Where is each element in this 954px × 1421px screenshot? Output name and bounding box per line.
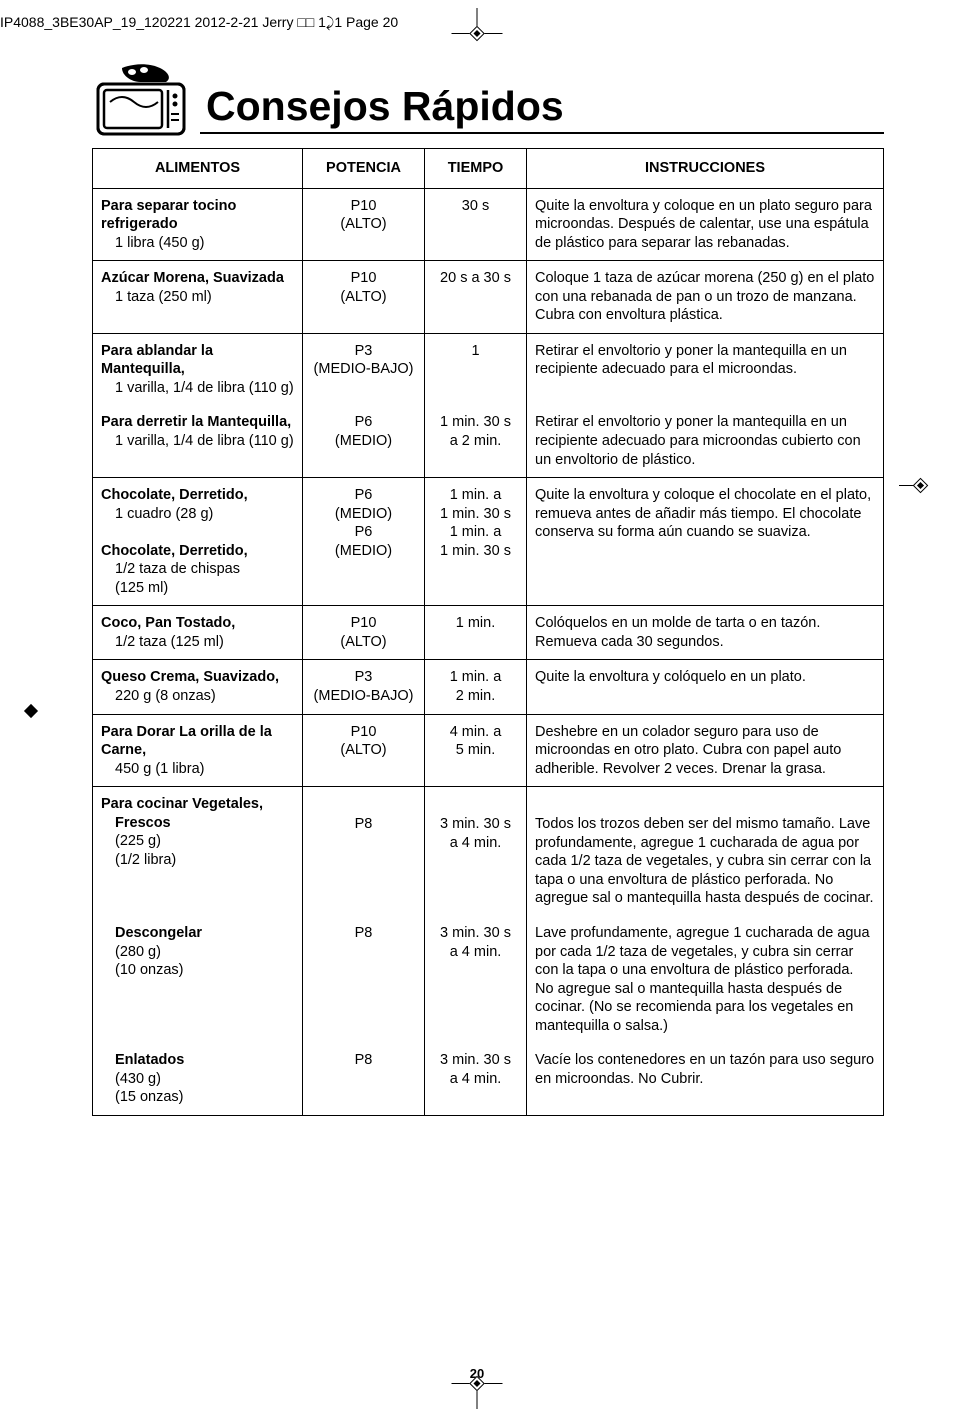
cell-potencia: P10 (ALTO) xyxy=(303,714,425,787)
table-row: Azúcar Morena, Suavizada 1 taza (250 ml)… xyxy=(93,261,884,334)
pot-a: P6 (MEDIO) xyxy=(335,487,392,522)
food-detail: 1 varilla, 1/4 de libra (110 g) xyxy=(101,432,294,451)
crop-mark-bottom xyxy=(452,1378,503,1409)
food-detail: (225 g) (1/2 libra) xyxy=(101,832,294,869)
table-row: Chocolate, Derretido, 1 cuadro (28 g) Ch… xyxy=(93,478,884,606)
food-name: Descongelar xyxy=(101,924,294,943)
food-table: ALIMENTOS POTENCIA TIEMPO INSTRUCCIONES … xyxy=(92,148,884,1116)
table-row: Descongelar (280 g) (10 onzas) P8 3 min.… xyxy=(93,916,884,1043)
food-name: Enlatados xyxy=(101,1051,294,1070)
cell-instrucciones: Retirar el envoltorio y poner la mantequ… xyxy=(527,333,884,405)
col-alimentos: ALIMENTOS xyxy=(93,149,303,189)
cell-tiempo: 3 min. 30 s a 4 min. xyxy=(425,916,527,1043)
cell-potencia: P8 xyxy=(303,787,425,916)
food-detail: (280 g) (10 onzas) xyxy=(101,943,294,980)
cell-tiempo: 1 min. a 1 min. 30 s 1 min. a 1 min. 30 … xyxy=(425,478,527,606)
food-name: Frescos xyxy=(101,814,294,833)
cell-potencia: P10 (ALTO) xyxy=(303,606,425,660)
table-row: Para cocinar Vegetales, Frescos (225 g) … xyxy=(93,787,884,916)
table-row: Enlatados (430 g) (15 onzas) P8 3 min. 3… xyxy=(93,1043,884,1115)
cell-instrucciones: Coloque 1 taza de azúcar morena (250 g) … xyxy=(527,261,884,334)
cell-instrucciones: Quite la envoltura y coloque en un plato… xyxy=(527,188,884,261)
table-row: Coco, Pan Tostado, 1/2 taza (125 ml) P10… xyxy=(93,606,884,660)
col-tiempo: TIEMPO xyxy=(425,149,527,189)
cell-potencia: P6 (MEDIO) xyxy=(303,405,425,477)
food-detail: 1/2 taza de chispas (125 ml) xyxy=(101,560,294,597)
food-name: Azúcar Morena, Suavizada xyxy=(101,270,284,286)
food-detail: 1 varilla, 1/4 de libra (110 g) xyxy=(101,379,294,398)
food-detail: 1 libra (450 g) xyxy=(101,234,294,253)
cell-tiempo: 1 min. a 2 min. xyxy=(425,660,527,714)
table-header-row: ALIMENTOS POTENCIA TIEMPO INSTRUCCIONES xyxy=(93,149,884,189)
cell-potencia: P10 (ALTO) xyxy=(303,261,425,334)
cell-potencia: P3 (MEDIO-BAJO) xyxy=(303,333,425,405)
cell-potencia: P3 (MEDIO-BAJO) xyxy=(303,660,425,714)
cell-tiempo: 3 min. 30 s a 4 min. xyxy=(425,787,527,916)
cell-instrucciones: Vacíe los contenedores en un tazón para … xyxy=(527,1043,884,1115)
food-name: Chocolate, Derretido, xyxy=(101,487,248,503)
page: IP4088_3BE30AP_19_120221 2012-2-21 Jerry… xyxy=(0,0,954,1421)
cell-instrucciones: Retirar el envoltorio y poner la mantequ… xyxy=(527,405,884,477)
food-detail: (430 g) (15 onzas) xyxy=(101,1070,294,1107)
pot-b: P6 (MEDIO) xyxy=(335,524,392,559)
cell-instrucciones: Deshebre en un colador seguro para uso d… xyxy=(527,714,884,787)
cell-instrucciones: Quite la envoltura y colóquelo en un pla… xyxy=(527,660,884,714)
food-name: Para ablandar la Mantequilla, xyxy=(101,343,213,378)
cell-potencia: P10 (ALTO) xyxy=(303,188,425,261)
food-name: Coco, Pan Tostado, xyxy=(101,615,235,631)
food-detail: 1 cuadro (28 g) xyxy=(101,505,294,524)
col-potencia: POTENCIA xyxy=(303,149,425,189)
cell-tiempo: 1 min. xyxy=(425,606,527,660)
col-instrucciones: INSTRUCCIONES xyxy=(527,149,884,189)
cell-potencia: P8 xyxy=(303,916,425,1043)
cell-tiempo: 3 min. 30 s a 4 min. xyxy=(425,1043,527,1115)
microwave-icon xyxy=(92,62,200,134)
food-detail: 450 g (1 libra) xyxy=(101,760,294,779)
page-title: Consejos Rápidos xyxy=(206,83,884,134)
food-name: Para derretir la Mantequilla, xyxy=(101,414,291,430)
food-detail: 1 taza (250 ml) xyxy=(101,288,294,307)
cell-potencia: P6 (MEDIO) P6 (MEDIO) xyxy=(303,478,425,606)
food-name: Para Dorar La orilla de la Carne, xyxy=(101,724,272,759)
food-detail: 1/2 taza (125 ml) xyxy=(101,633,294,652)
cell-potencia: P8 xyxy=(303,1043,425,1115)
tie-a: 1 min. a 1 min. 30 s xyxy=(440,487,511,522)
cell-tiempo: 1 xyxy=(425,333,527,405)
food-name: Para separar tocino refrigerado xyxy=(101,198,236,233)
cell-instrucciones: Todos los trozos deben ser del mismo tam… xyxy=(527,787,884,916)
cell-instrucciones: Colóquelos en un molde de tarta o en taz… xyxy=(527,606,884,660)
food-name: Chocolate, Derretido, xyxy=(101,543,248,559)
cell-tiempo: 20 s a 30 s xyxy=(425,261,527,334)
cell-tiempo: 1 min. 30 s a 2 min. xyxy=(425,405,527,477)
cell-instrucciones: Lave profundamente, agregue 1 cucharada … xyxy=(527,916,884,1043)
table-row: Para Dorar La orilla de la Carne, 450 g … xyxy=(93,714,884,787)
tie-b: 1 min. a 1 min. 30 s xyxy=(440,524,511,559)
cell-instrucciones: Quite la envoltura y coloque el chocolat… xyxy=(527,478,884,606)
table-row: Para ablandar la Mantequilla, 1 varilla,… xyxy=(93,333,884,405)
cell-tiempo: 30 s xyxy=(425,188,527,261)
food-detail: 220 g (8 onzas) xyxy=(101,687,294,706)
content-area: Consejos Rápidos ALIMENTOS POTENCIA TIEM… xyxy=(0,0,954,1156)
table-row: Para derretir la Mantequilla, 1 varilla,… xyxy=(93,405,884,477)
cell-tiempo: 4 min. a 5 min. xyxy=(425,714,527,787)
group-header: Para cocinar Vegetales, xyxy=(101,796,263,812)
title-row: Consejos Rápidos xyxy=(92,62,884,134)
table-row: Queso Crema, Suavizado, 220 g (8 onzas) … xyxy=(93,660,884,714)
table-row: Para separar tocino refrigerado 1 libra … xyxy=(93,188,884,261)
food-name: Queso Crema, Suavizado, xyxy=(101,669,279,685)
